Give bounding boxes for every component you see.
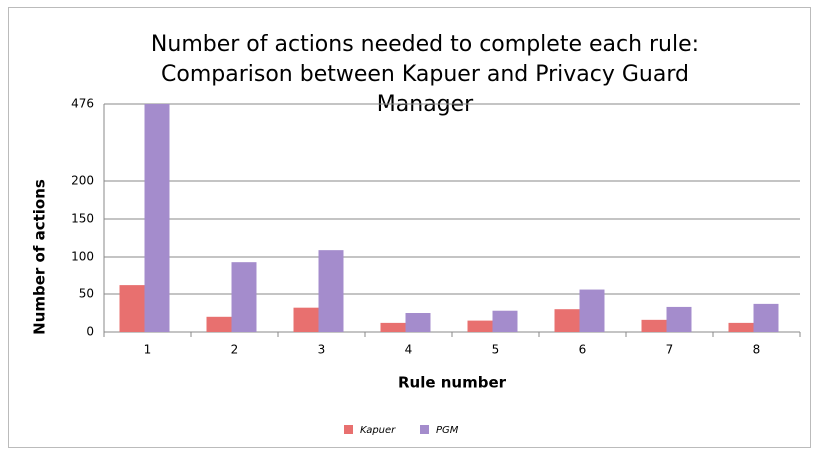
bar xyxy=(753,303,779,332)
y-axis-title: Number of actions xyxy=(31,179,49,335)
legend-label: PGM xyxy=(436,425,459,436)
bar xyxy=(231,262,257,332)
x-tick-label: 1 xyxy=(144,343,152,357)
chart-frame xyxy=(8,7,811,448)
bar xyxy=(666,306,692,332)
x-tick-label: 7 xyxy=(666,343,674,357)
x-tick-label: 2 xyxy=(231,343,239,357)
bar xyxy=(492,310,518,332)
y-tick-label: 100 xyxy=(71,250,94,264)
x-axis-title: Rule number xyxy=(398,374,507,392)
bar xyxy=(579,289,605,332)
bar xyxy=(405,313,431,332)
x-tick-label: 4 xyxy=(405,343,413,357)
y-tick-label: 476 xyxy=(71,97,94,111)
bar xyxy=(318,250,344,332)
bar xyxy=(206,316,232,332)
y-tick-label: 150 xyxy=(71,212,94,226)
bar xyxy=(467,320,493,332)
x-tick-label: 8 xyxy=(753,343,761,357)
legend-label: Kapuer xyxy=(360,425,396,436)
bar xyxy=(119,285,145,332)
bar xyxy=(144,104,170,332)
x-tick-label: 5 xyxy=(492,343,500,357)
y-tick-label: 50 xyxy=(79,287,94,301)
x-tick-label: 6 xyxy=(579,343,587,357)
legend-swatch xyxy=(420,425,429,434)
title-line: Number of actions needed to complete eac… xyxy=(151,32,699,57)
bar xyxy=(380,322,406,332)
legend-swatch xyxy=(344,425,353,434)
bar xyxy=(728,322,754,332)
bar xyxy=(641,319,667,332)
bar xyxy=(554,309,580,332)
title-line: Comparison between Kapuer and Privacy Gu… xyxy=(161,62,689,87)
chart-title: Number of actions needed to complete eac… xyxy=(151,32,699,117)
bar xyxy=(293,307,319,332)
y-tick-label: 200 xyxy=(71,174,94,188)
x-tick-label: 3 xyxy=(318,343,326,357)
y-tick-label: 0 xyxy=(86,325,94,339)
